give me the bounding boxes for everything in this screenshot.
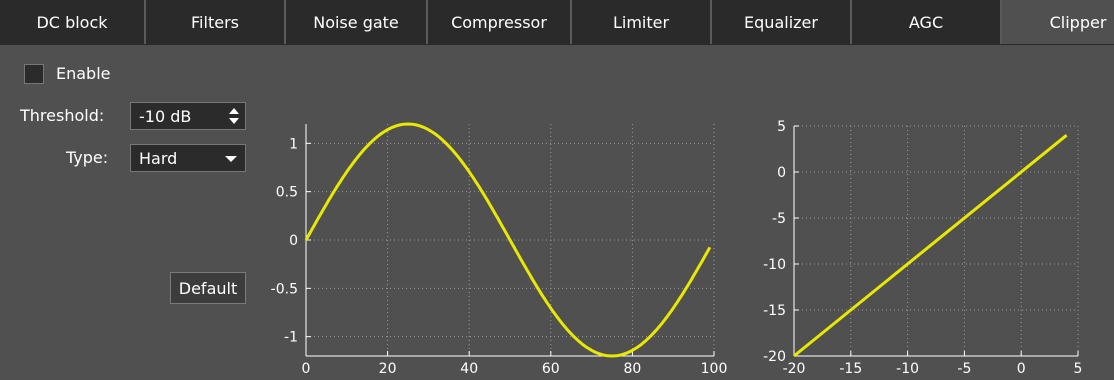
x-tick-label: 80 — [623, 361, 641, 377]
y-tick-label: -5 — [772, 211, 786, 227]
spin-up-icon[interactable] — [229, 108, 239, 114]
type-select[interactable]: Hard — [130, 144, 246, 172]
y-tick-label: -20 — [763, 349, 786, 365]
spin-down-icon[interactable] — [229, 118, 239, 124]
x-tick-label: 60 — [542, 361, 560, 377]
y-tick-label: -0.5 — [271, 281, 298, 297]
y-tick-label: 0 — [289, 233, 298, 249]
threshold-spinbox[interactable]: -10 dB — [130, 102, 246, 130]
tab-noise-gate[interactable]: Noise gate — [286, 0, 428, 44]
x-tick-label: 0 — [302, 361, 311, 377]
x-tick-label: 0 — [1017, 361, 1026, 377]
tab-compressor[interactable]: Compressor — [428, 0, 572, 44]
type-label: Type: — [66, 148, 109, 167]
y-tick-label: 0.5 — [276, 185, 298, 201]
type-value: Hard — [139, 149, 178, 168]
threshold-label: Threshold: — [20, 106, 105, 125]
tab-equalizer[interactable]: Equalizer — [712, 0, 852, 44]
y-tick-label: -1 — [284, 330, 298, 346]
default-button[interactable]: Default — [170, 272, 246, 304]
x-tick-label: -10 — [896, 361, 919, 377]
x-tick-label: 5 — [1074, 361, 1083, 377]
enable-checkbox[interactable] — [24, 64, 44, 84]
x-tick-label: -20 — [783, 361, 806, 377]
y-tick-label: -10 — [763, 257, 786, 273]
x-tick-label: 20 — [379, 361, 397, 377]
series-line — [793, 134, 1068, 358]
chevron-down-icon — [225, 156, 237, 162]
x-tick-label: 40 — [460, 361, 478, 377]
tab-agc[interactable]: AGC — [852, 0, 1002, 44]
y-tick-label: 0 — [777, 165, 786, 181]
x-tick-label: -5 — [957, 361, 971, 377]
enable-label: Enable — [56, 64, 111, 83]
tab-limiter[interactable]: Limiter — [572, 0, 712, 44]
series-line — [304, 122, 712, 358]
tab-dc-block[interactable]: DC block — [0, 0, 146, 44]
tab-filters[interactable]: Filters — [146, 0, 286, 44]
y-tick-label: -15 — [763, 303, 786, 319]
threshold-value: -10 dB — [139, 107, 192, 126]
x-tick-label: -15 — [839, 361, 862, 377]
x-tick-label: 100 — [701, 361, 728, 377]
y-tick-label: 5 — [777, 119, 786, 135]
y-tick-label: 1 — [289, 136, 298, 152]
tab-clipper[interactable]: Clipper — [1002, 0, 1114, 44]
tab-bar: DC block Filters Noise gate Compressor Limit… — [0, 0, 1114, 45]
